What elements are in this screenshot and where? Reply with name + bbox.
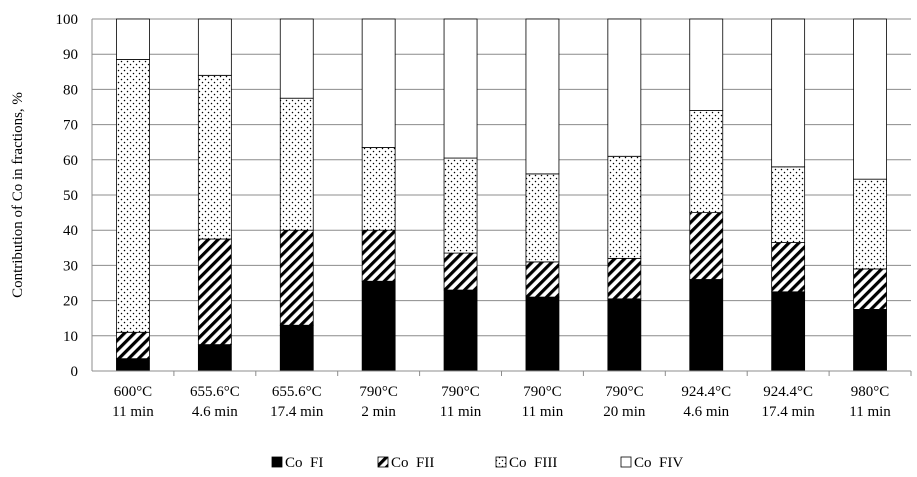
x-tick-label-time: 11 min (112, 404, 154, 420)
bar-segment-empty (853, 18, 887, 180)
bar-segment-dotted (771, 166, 806, 243)
x-tick-label-time: 4.6 min (192, 404, 238, 420)
x-tick-label-temp: 790°C (359, 384, 398, 400)
bar-segment-dotted (361, 147, 396, 231)
bar-segment-empty (279, 18, 314, 99)
legend-swatch-dotted (495, 456, 507, 468)
x-tick-label-temp: 655.6°C (272, 384, 322, 400)
x-tick-label-time: 11 min (440, 404, 482, 420)
bar-segment-dotted (607, 155, 642, 259)
x-tick-label-temp: 790°C (441, 384, 480, 400)
bar-segment-diagonal (197, 238, 232, 345)
x-tick-label-temp: 924.4°C (763, 384, 813, 400)
bars (116, 18, 887, 372)
bar-segment-solid (443, 289, 478, 372)
legend-swatch-empty (620, 456, 632, 468)
y-tick-label: 30 (63, 258, 78, 274)
bar-segment-diagonal (607, 257, 642, 300)
x-tick-label-time: 17.4 min (270, 404, 324, 420)
bar-segment-diagonal (361, 229, 396, 282)
bar-segment-diagonal (771, 242, 806, 293)
x-tick-label-temp: 924.4°C (681, 384, 731, 400)
y-tick-label: 70 (63, 118, 78, 134)
bar-segment-diagonal (689, 212, 724, 280)
y-tick-label: 80 (63, 82, 78, 98)
legend-swatch-diagonal (377, 456, 389, 468)
x-tick-label-time: 17.4 min (761, 404, 815, 420)
y-tick-label: 20 (63, 294, 78, 310)
legend-label: Co FIV (634, 455, 683, 471)
y-tick-label: 50 (63, 188, 78, 204)
bar-segment-solid (525, 296, 560, 372)
bar-segment-diagonal (279, 229, 314, 326)
bar-segment-dotted (689, 110, 724, 213)
bar-segment-empty (771, 18, 806, 168)
y-axis-label: Contribution of Co in fractions, % (10, 92, 26, 298)
bar-segment-empty (525, 18, 560, 175)
bar-segment-solid (197, 344, 232, 372)
legend-swatch-solid (271, 456, 283, 468)
x-tick-label-temp: 790°C (605, 384, 644, 400)
legend-label: Co FII (391, 455, 434, 471)
x-tick-label-time: 11 min (522, 404, 564, 420)
bar-segment-solid (279, 324, 314, 372)
bar-segment-solid (689, 279, 724, 372)
bar-segment-dotted (443, 157, 478, 254)
bar-segment-dotted (853, 178, 887, 270)
y-tick-label: 40 (63, 223, 78, 239)
bar-segment-dotted (525, 173, 560, 263)
bar-segment-diagonal (443, 252, 478, 291)
y-tick-label: 0 (71, 364, 79, 380)
bar-segment-diagonal (525, 261, 560, 298)
bar-segment-empty (689, 18, 724, 111)
bar-segment-empty (607, 18, 642, 157)
bar-segment-empty (116, 18, 150, 60)
bar-segment-dotted (279, 97, 314, 231)
x-tick-label-temp: 655.6°C (190, 384, 240, 400)
x-axis-tick-labels: 600°C 11 min 655.6°C 4.6 min 655.6°C 17.4 min… (112, 371, 912, 420)
legend-label: Co FIII (509, 455, 557, 471)
bar-segment-dotted (197, 74, 232, 240)
bar-segment-solid (853, 308, 887, 372)
x-tick-label-time: 11 min (849, 404, 891, 420)
bar-segment-solid (771, 291, 806, 372)
legend: Co FI Co FII Co FIII Co FIV (271, 455, 683, 471)
x-tick-label-time: 2 min (361, 404, 396, 420)
bar-segment-solid (116, 358, 150, 372)
y-tick-label: 100 (56, 12, 79, 28)
legend-label: Co FI (285, 455, 323, 471)
y-tick-label: 60 (63, 153, 78, 169)
x-tick-label-temp: 790°C (523, 384, 562, 400)
bar-segment-solid (607, 298, 642, 372)
bar-segment-empty (443, 18, 478, 159)
y-axis-tick-labels: 0 10 20 30 40 50 60 70 80 90 100 (56, 12, 79, 380)
y-tick-label: 90 (63, 47, 78, 63)
bar-segment-empty (197, 18, 232, 76)
y-tick-label: 10 (63, 329, 78, 345)
bar-segment-diagonal (853, 268, 887, 310)
bar-segment-dotted (116, 59, 150, 333)
x-tick-label-time: 20 min (603, 404, 646, 420)
bar-segment-empty (361, 18, 396, 148)
bar-segment-diagonal (116, 331, 150, 360)
bar-segment-solid (361, 280, 396, 372)
x-tick-label-time: 4.6 min (683, 404, 729, 420)
x-tick-label-temp: 980°C (851, 384, 890, 400)
x-tick-label-temp: 600°C (114, 384, 153, 400)
